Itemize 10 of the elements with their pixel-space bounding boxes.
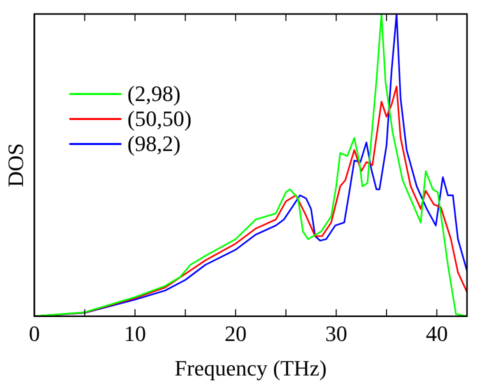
legend-label: (2,98): [127, 80, 181, 106]
x-tick-label: 30: [325, 321, 348, 346]
legend-label: (50,50): [127, 106, 192, 131]
y-axis-title: DOS: [2, 143, 28, 188]
x-tick-label: 40: [426, 321, 448, 346]
x-axis-title: Frequency (THz): [174, 356, 327, 381]
x-tick-label: 0: [28, 321, 40, 346]
legend-label: (98,2): [127, 130, 181, 156]
x-tick-label: 10: [124, 321, 146, 346]
x-tick-label: 20: [224, 321, 247, 346]
